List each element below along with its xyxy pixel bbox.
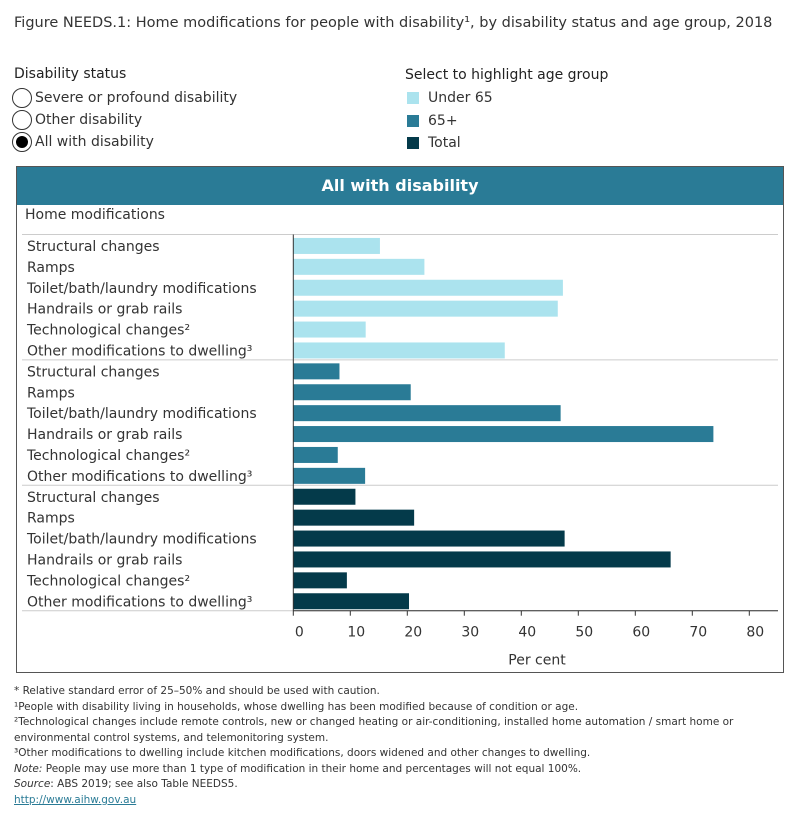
legend-65-plus[interactable]: 65+ <box>407 113 458 129</box>
bar-under-65 <box>293 258 425 275</box>
bar-65- <box>293 426 714 443</box>
x-tick-label: 50 <box>575 625 593 641</box>
aihw-link[interactable]: http://www.aihw.gov.au <box>14 793 137 806</box>
category-label: Other modifications to dwelling³ <box>27 343 252 359</box>
x-tick-label: 0 <box>295 625 304 641</box>
category-label: Ramps <box>27 511 75 527</box>
category-label: Toilet/bath/laundry modifications <box>26 281 257 297</box>
radio-icon <box>12 88 32 108</box>
bar-total <box>293 593 410 610</box>
bar-65- <box>293 363 340 380</box>
footnotes: * Relative standard error of 25–50% and … <box>14 684 784 808</box>
radio-severe-or-profound[interactable]: Severe or profound disability <box>12 88 237 108</box>
category-label: Technological changes² <box>26 573 190 589</box>
bar-65- <box>293 405 561 422</box>
radio-selected-icon <box>12 132 32 152</box>
chart-title: All with disability <box>17 167 783 205</box>
category-label: Handrails or grab rails <box>27 427 182 443</box>
x-tick-label: 20 <box>404 625 422 641</box>
bar-total <box>293 551 671 568</box>
bar-under-65 <box>293 237 380 254</box>
bar-under-65 <box>293 342 505 359</box>
x-tick-label: 80 <box>746 625 764 641</box>
radio-other-disability[interactable]: Other disability <box>12 110 142 130</box>
bar-under-65 <box>293 300 558 317</box>
category-label: Ramps <box>27 385 75 401</box>
bar-65- <box>293 384 411 401</box>
bar-total <box>293 572 347 589</box>
footnote-rse: * Relative standard error of 25–50% and … <box>14 685 380 697</box>
legend-swatch <box>407 137 419 149</box>
category-label: Handrails or grab rails <box>27 302 182 318</box>
category-label: Other modifications to dwelling³ <box>27 594 252 610</box>
x-tick-label: 40 <box>518 625 536 641</box>
category-label: Toilet/bath/laundry modifications <box>26 532 257 548</box>
legend-swatch <box>407 115 419 127</box>
category-label: Technological changes² <box>26 448 190 464</box>
bar-total <box>293 530 565 547</box>
bar-total <box>293 488 356 505</box>
category-label: Structural changes <box>27 239 160 255</box>
category-label: Technological changes² <box>26 323 190 339</box>
figure-title: Figure NEEDS.1: Home modifications for p… <box>14 15 773 31</box>
y-axis-title: Home modifications <box>25 207 165 223</box>
category-label: Other modifications to dwelling³ <box>27 469 252 485</box>
x-tick-label: 60 <box>632 625 650 641</box>
radio-icon <box>12 110 32 130</box>
x-tick-label: 30 <box>461 625 479 641</box>
x-axis-title: Per cent <box>508 653 566 669</box>
footnote-source: Source: ABS 2019; see also Table NEEDS5. <box>14 778 238 790</box>
bar-under-65 <box>293 321 366 338</box>
legend-under-65[interactable]: Under 65 <box>407 90 493 106</box>
bar-65- <box>293 446 338 463</box>
footnote-3: ³Other modifications to dwelling include… <box>14 747 591 759</box>
category-label: Toilet/bath/laundry modifications <box>26 406 257 422</box>
legend-swatch <box>407 92 419 104</box>
bar-under-65 <box>293 279 563 296</box>
bar-total <box>293 509 415 526</box>
radio-all-with-disability[interactable]: All with disability <box>12 132 154 152</box>
age-legend-heading: Select to highlight age group <box>405 67 609 83</box>
category-label: Structural changes <box>27 364 160 380</box>
x-tick-label: 10 <box>347 625 365 641</box>
chart-panel: All with disability Home modifications <box>16 166 784 673</box>
bar-65- <box>293 467 366 484</box>
category-label: Structural changes <box>27 490 160 506</box>
footnote-2: ²Technological changes include remote co… <box>14 716 734 744</box>
disability-status-heading: Disability status <box>14 66 127 82</box>
footnote-1: ¹People with disability living in househ… <box>14 700 579 713</box>
category-label: Ramps <box>27 260 75 276</box>
x-tick-label: 70 <box>689 625 707 641</box>
category-label: Handrails or grab rails <box>27 552 182 568</box>
footnote-note: Note: People may use more than 1 type of… <box>14 762 582 775</box>
legend-total[interactable]: Total <box>407 135 461 151</box>
